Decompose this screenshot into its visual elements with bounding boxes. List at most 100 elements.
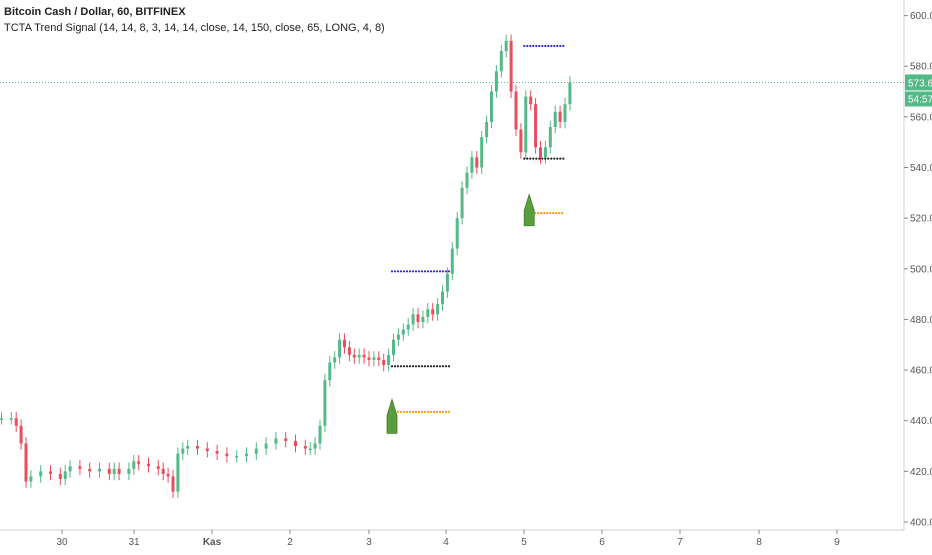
level-dot: [559, 44, 562, 48]
candle: [406, 318, 410, 336]
level-dot: [441, 270, 445, 273]
candle-body: [445, 273, 449, 292]
candle-body: [460, 187, 464, 219]
level-dot: [552, 211, 555, 215]
level-dot: [441, 365, 445, 368]
candle: [156, 459, 160, 476]
candle-body: [499, 51, 503, 72]
candle-body: [58, 473, 62, 479]
candle: [445, 267, 449, 298]
candle-body: [161, 468, 165, 474]
level-dot: [432, 410, 436, 413]
level-dot: [438, 365, 442, 368]
candle: [539, 140, 542, 164]
candle-body: [357, 354, 361, 358]
level-dot: [544, 44, 547, 48]
candle: [426, 302, 430, 324]
level-dot: [526, 157, 529, 160]
candle-body: [524, 96, 528, 153]
candle-body: [387, 354, 391, 366]
signal-arrows: [386, 193, 535, 434]
x-tick-label: 30: [56, 537, 68, 548]
candle: [245, 447, 248, 463]
level-dot: [405, 270, 409, 273]
x-tick-label: 31: [128, 537, 140, 548]
candle: [563, 97, 567, 129]
level-dot: [561, 211, 564, 215]
candle-body: [215, 451, 219, 454]
candle: [112, 462, 116, 481]
candle-body: [436, 304, 440, 315]
candle-body: [303, 446, 307, 449]
level-dot: [553, 44, 556, 48]
candle-body: [225, 453, 229, 457]
candle: [78, 459, 82, 476]
candle: [352, 348, 356, 364]
candle-body: [377, 357, 381, 360]
candle: [548, 120, 552, 154]
candle: [529, 90, 533, 111]
y-tick-label: 440.0: [910, 416, 932, 427]
candle-body: [98, 468, 101, 472]
candle-body: [308, 448, 312, 451]
candle: [485, 115, 489, 144]
candle: [558, 105, 562, 129]
candle-body: [406, 324, 410, 330]
candle-body: [470, 157, 474, 173]
candle-body: [426, 309, 430, 317]
candle-body: [78, 466, 82, 469]
candle-body: [112, 468, 116, 474]
candle: [343, 333, 346, 354]
level-dot: [559, 157, 562, 160]
candle-body: [504, 40, 508, 52]
level-dot: [523, 44, 526, 48]
candle: [387, 348, 391, 372]
level-dot: [523, 157, 526, 160]
candle: [436, 297, 440, 321]
candle-body: [284, 438, 288, 441]
level-dot: [420, 410, 424, 413]
candle-body: [490, 91, 493, 122]
candle-body: [68, 466, 72, 472]
candle-body: [475, 157, 479, 168]
candle: [377, 351, 381, 367]
level-dot: [535, 44, 538, 48]
candle: [0, 411, 3, 425]
candle-body: [347, 347, 351, 355]
level-dot: [441, 410, 445, 413]
level-dot: [547, 44, 550, 48]
y-tick-label: 420.0: [910, 467, 932, 478]
candle: [460, 181, 464, 225]
candle: [543, 140, 547, 164]
candles: [0, 34, 572, 498]
candle: [186, 439, 190, 455]
level-dot: [549, 211, 552, 215]
level-dot: [447, 410, 451, 413]
level-dot: [408, 270, 412, 273]
candle-body: [519, 129, 523, 153]
candle-body: [205, 448, 209, 452]
level-dot: [420, 365, 424, 368]
candle-body: [568, 82, 572, 105]
candle-body: [509, 40, 513, 92]
level-dot: [535, 157, 538, 160]
candle-body: [441, 291, 444, 305]
candle: [504, 34, 508, 58]
level-dot: [438, 410, 442, 413]
level-dot: [432, 365, 436, 368]
y-tick-label: 500.0: [910, 264, 932, 275]
candle: [308, 442, 312, 455]
candle: [215, 444, 219, 460]
candle: [132, 454, 136, 476]
candle-body: [171, 476, 175, 492]
level-dot: [534, 211, 537, 215]
candle: [553, 105, 557, 134]
candle: [411, 308, 415, 331]
candle-body: [245, 453, 248, 457]
candle: [274, 432, 278, 450]
candle: [514, 85, 518, 136]
level-dot: [402, 270, 406, 273]
candle: [494, 64, 498, 98]
